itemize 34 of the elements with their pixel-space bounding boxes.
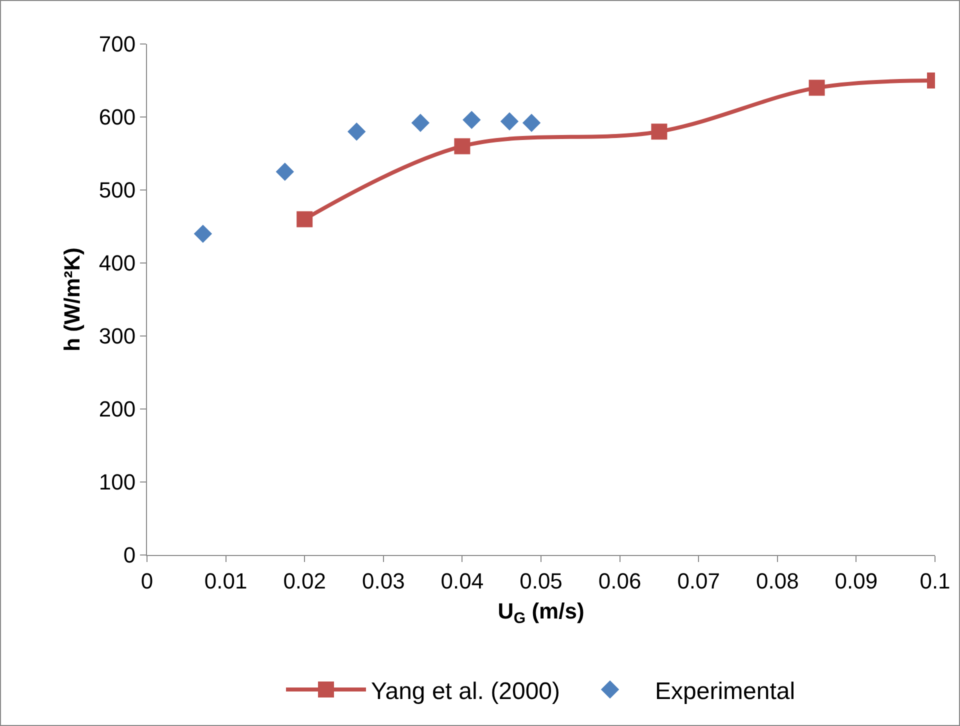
x-axis-title: U$_{G}$ (m/s) xyxy=(498,598,584,627)
x-tick-label: 0.08 xyxy=(756,568,799,594)
point xyxy=(411,114,430,132)
y-tick-label: 400 xyxy=(98,250,136,276)
point xyxy=(454,138,470,154)
point xyxy=(522,114,541,132)
y-tick-label: 200 xyxy=(98,396,136,422)
point xyxy=(194,224,212,243)
x-tick-label: 0.01 xyxy=(204,568,248,594)
point xyxy=(808,80,825,96)
x-tick-label: 0.1 xyxy=(920,568,950,594)
x-tick-label: 0.09 xyxy=(834,568,878,594)
x-tick-label: 0.03 xyxy=(362,568,405,594)
point xyxy=(462,110,481,130)
y-tick-label: 300 xyxy=(98,324,136,349)
point xyxy=(296,211,313,228)
point xyxy=(500,112,519,130)
x-tick-label: 0.05 xyxy=(520,568,562,594)
point xyxy=(348,122,366,141)
y-tick-label: 100 xyxy=(98,470,136,495)
point xyxy=(276,162,294,181)
x-tick-label: 0.07 xyxy=(677,568,720,594)
legend-label: Experimental xyxy=(655,678,796,705)
x-tick-label: 0.04 xyxy=(440,568,484,594)
y-tick-label: 600 xyxy=(98,104,136,130)
x-tick-label: 0.06 xyxy=(598,568,642,594)
legend-label: Yang et al. (2000) xyxy=(371,678,560,705)
x-tick-label: 0.02 xyxy=(283,568,326,594)
y-axis-title: h (W/m²K) xyxy=(60,248,85,352)
point xyxy=(651,124,668,140)
y-tick-label: 0 xyxy=(123,542,136,568)
y-tick-label: 700 xyxy=(98,32,136,57)
y-tick-label: 500 xyxy=(98,178,136,203)
x-tick-label: 0 xyxy=(140,568,154,594)
